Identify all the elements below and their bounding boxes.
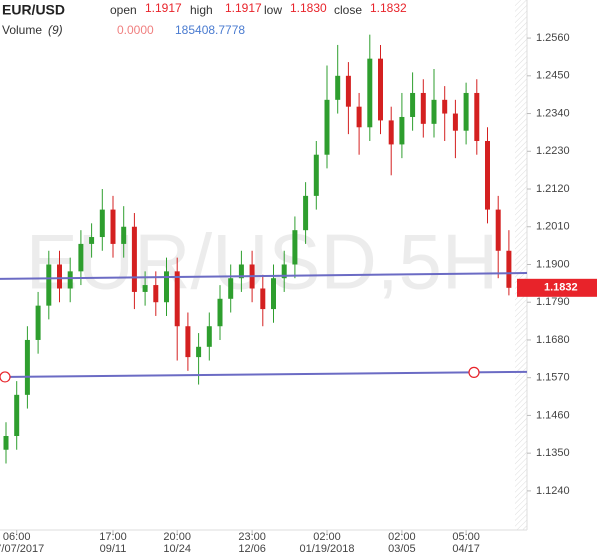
x-tick-label: 02:00 <box>313 531 341 543</box>
candle-body <box>410 92 416 117</box>
future-area <box>515 0 527 530</box>
candle-body <box>24 339 30 395</box>
candle-body <box>495 209 501 251</box>
volume-value: 185408.7778 <box>175 23 245 37</box>
volume-period: (9) <box>48 23 63 37</box>
trendline <box>0 272 528 280</box>
y-tick-label: 1.2120 <box>536 183 570 195</box>
candle-body <box>185 326 191 358</box>
candle-body <box>206 326 212 347</box>
candle-body <box>335 75 341 100</box>
y-tick-label: 1.1680 <box>536 334 570 346</box>
candle-body <box>57 264 62 289</box>
candle-body <box>388 120 394 145</box>
y-tick-label: 1.1350 <box>536 447 570 459</box>
candle-body <box>35 305 41 340</box>
candle-body <box>67 271 73 289</box>
volume-value: 0.0000 <box>117 23 154 37</box>
volume-label: Volume <box>2 23 42 37</box>
candle-body <box>506 250 512 288</box>
candle-body <box>142 285 148 292</box>
candle-body <box>196 346 202 358</box>
trendline-handle <box>468 366 480 378</box>
candle-body <box>131 226 137 292</box>
x-tick-date: 10/24 <box>163 543 191 555</box>
candle-body <box>281 264 287 279</box>
candle-body <box>110 209 116 244</box>
y-tick-label: 1.2230 <box>536 145 570 157</box>
y-tick-label: 1.1460 <box>536 409 570 421</box>
last-price-box <box>517 278 597 297</box>
candle-body <box>292 230 298 265</box>
candle-body <box>313 154 319 196</box>
x-tick-label: 20:00 <box>163 531 191 543</box>
ohlc-label: close <box>334 3 362 17</box>
last-price-label: 1.1832 <box>544 282 578 294</box>
candle-body <box>356 106 362 128</box>
candle-body <box>46 264 52 306</box>
ohlc-value: 1.1832 <box>370 1 407 15</box>
candle-body <box>463 92 469 131</box>
y-tick-label: 1.1900 <box>536 258 570 270</box>
y-tick-label: 1.1240 <box>536 485 570 497</box>
y-tick-label: 1.2560 <box>536 32 570 44</box>
candle-body <box>303 195 309 231</box>
candle-body <box>324 99 330 155</box>
x-tick-date: 09/11 <box>100 543 127 555</box>
x-tick-date: 01/19/2018 <box>299 543 354 555</box>
ohlc-value: 1.1917 <box>225 1 262 15</box>
ohlc-value: 1.1917 <box>145 1 182 15</box>
x-tick-label: 05:00 <box>452 531 480 543</box>
y-tick-label: 1.2340 <box>536 107 570 119</box>
ohlc-label: low <box>264 3 282 17</box>
candle-body <box>378 58 383 121</box>
y-tick-label: 1.2450 <box>536 70 570 82</box>
candle-body <box>271 278 276 310</box>
candle-body <box>121 226 127 244</box>
candle-body <box>99 209 105 238</box>
trendline <box>0 370 528 379</box>
candle-body <box>238 264 244 279</box>
y-tick-label: 1.2010 <box>536 221 570 233</box>
candle-body <box>78 243 84 272</box>
x-tick-label: 06:00 <box>3 531 31 543</box>
candle-body <box>399 116 405 145</box>
candle-body <box>14 394 20 437</box>
candle-body <box>485 140 490 210</box>
candle-body <box>3 436 9 450</box>
candle-body <box>89 237 95 244</box>
candle-body <box>367 58 373 128</box>
candle-body <box>474 92 480 141</box>
candle-body <box>164 271 169 303</box>
x-tick-date: 12/06 <box>238 543 266 555</box>
x-tick-date: 03/05 <box>388 543 416 555</box>
symbol: EUR/USD <box>2 2 65 18</box>
candle-body <box>228 278 234 299</box>
trendline-handle <box>0 371 11 383</box>
x-tick-date: 07/07/2017 <box>0 543 44 555</box>
candle-body <box>452 113 458 131</box>
x-tick-date: 04/17 <box>452 543 480 555</box>
candle-body <box>153 285 159 303</box>
y-tick-label: 1.1790 <box>536 296 570 308</box>
x-tick-label: 17:00 <box>99 531 127 543</box>
candle-body <box>260 288 266 310</box>
x-tick-label: 23:00 <box>238 531 266 543</box>
candle-body <box>420 92 426 124</box>
y-tick-label: 1.1570 <box>536 372 570 384</box>
candle-body <box>174 271 180 327</box>
ohlc-label: open <box>110 3 137 17</box>
candle-body <box>431 99 437 124</box>
candle-body <box>217 298 223 327</box>
candle-body <box>345 75 351 107</box>
x-tick-label: 02:00 <box>388 531 416 543</box>
candle-body <box>442 99 448 114</box>
ohlc-value: 1.1830 <box>290 1 327 15</box>
ohlc-label: high <box>190 3 213 17</box>
